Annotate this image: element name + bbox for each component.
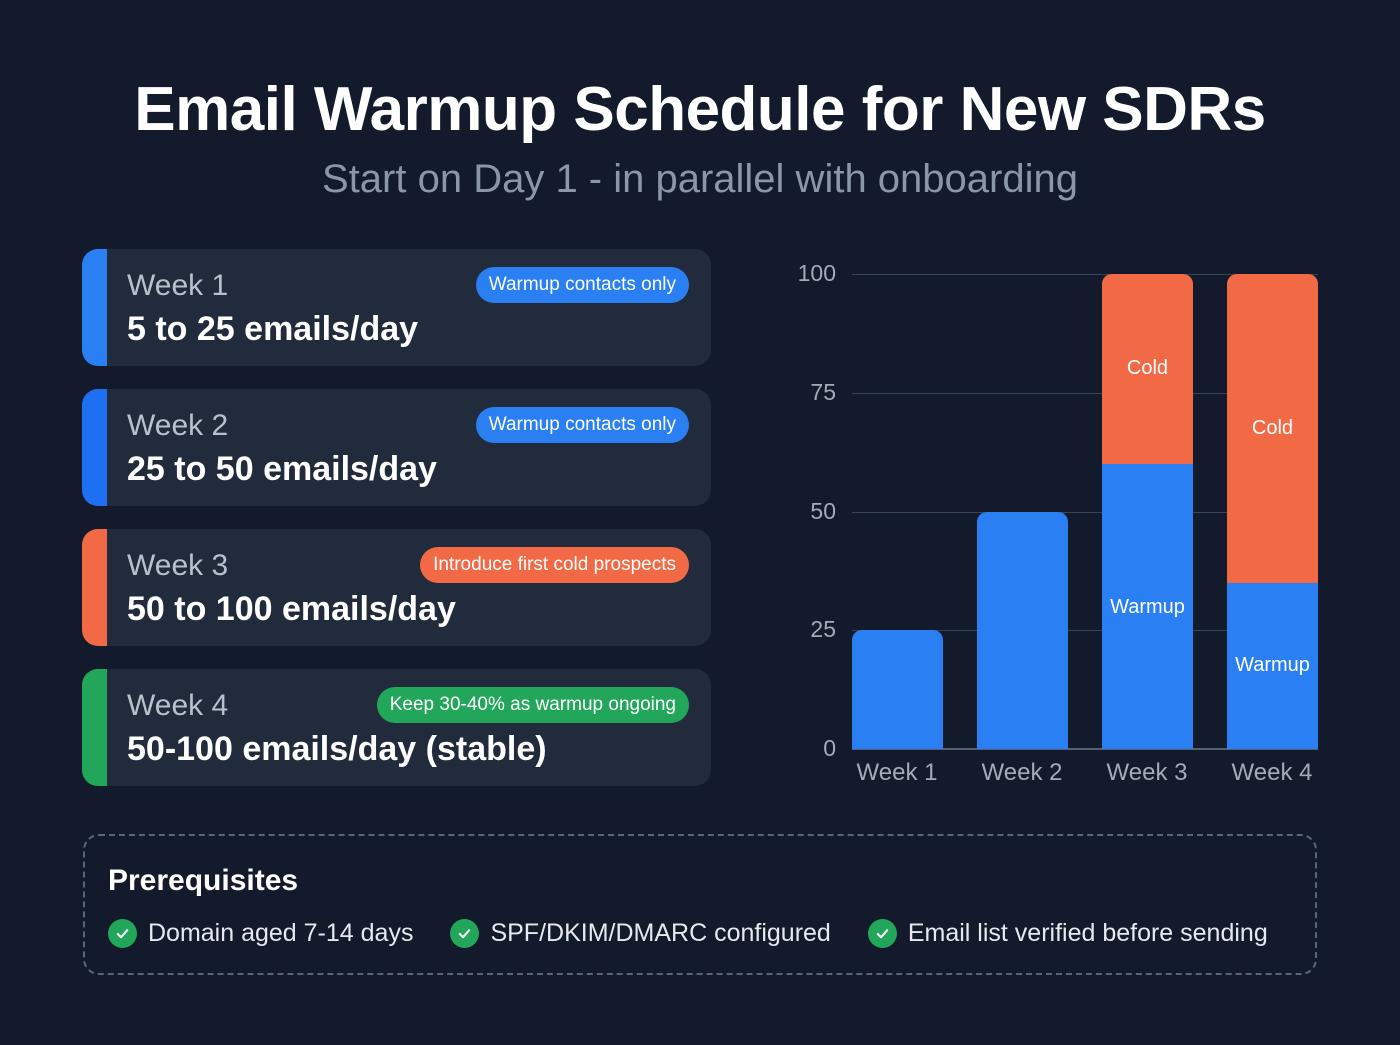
x-tick: Week 4: [1231, 759, 1313, 786]
y-tick: 25: [810, 616, 836, 642]
week-badge: Warmup contacts only: [475, 407, 689, 443]
y-tick: 100: [797, 260, 836, 286]
week-card-2: Week 2 25 to 50 emails/day Warmup contac…: [82, 389, 711, 506]
week-volume: 50-100 emails/day (stable): [127, 730, 547, 768]
bar-week-3: Cold Warmup: [1102, 274, 1193, 749]
bar-week-4: Cold Warmup: [1227, 274, 1318, 749]
week-label: Week 2: [127, 409, 229, 442]
prerequisite-item: Domain aged 7-14 days: [108, 919, 413, 948]
bar-segment-cold: Cold: [1102, 274, 1193, 464]
x-axis-baseline: [852, 748, 1318, 750]
accent-bar: [82, 249, 107, 366]
bar-week-1: [852, 630, 943, 749]
accent-bar: [82, 669, 107, 786]
gridline-75: [852, 393, 1318, 394]
check-circle-icon: [867, 919, 897, 948]
bar-week-2: [977, 512, 1068, 749]
segment-label-warmup: Warmup: [1110, 596, 1185, 618]
prerequisite-item: SPF/DKIM/DMARC configured: [450, 919, 831, 948]
bar-segment-warmup: Warmup: [1102, 464, 1193, 749]
week-volume: 50 to 100 emails/day: [127, 590, 456, 628]
y-tick: 0: [823, 735, 836, 761]
week-card-3: Week 3 50 to 100 emails/day Introduce fi…: [82, 529, 711, 646]
prerequisite-text: Domain aged 7-14 days: [148, 919, 414, 947]
bar-segment-warmup: [852, 630, 943, 749]
segment-label-warmup: Warmup: [1235, 654, 1310, 676]
week-badge: Keep 30-40% as warmup ongoing: [376, 687, 689, 723]
prerequisites-box: Prerequisites Domain aged 7-14 days SPF/…: [83, 834, 1317, 975]
week-volume: 5 to 25 emails/day: [127, 310, 419, 348]
check-circle-icon: [108, 919, 137, 948]
prerequisites-list: Domain aged 7-14 days SPF/DKIM/DMARC con…: [108, 919, 1305, 948]
accent-bar: [82, 529, 107, 646]
check-circle-icon: [450, 919, 480, 948]
bar-segment-warmup: Warmup: [1227, 583, 1318, 749]
prerequisites-title: Prerequisites: [108, 864, 299, 897]
accent-bar: [82, 389, 107, 506]
week-badge: Warmup contacts only: [475, 267, 689, 303]
page-subtitle: Start on Day 1 - in parallel with onboar…: [322, 157, 1078, 201]
segment-label-cold: Cold: [1126, 357, 1169, 379]
x-tick: Week 1: [856, 759, 938, 786]
week-volume: 25 to 50 emails/day: [127, 450, 437, 488]
y-tick: 50: [810, 498, 836, 524]
x-tick: Week 3: [1106, 759, 1188, 786]
bar-segment-cold: Cold: [1227, 274, 1318, 583]
segment-label-cold: Cold: [1251, 417, 1294, 439]
prerequisite-text: Email list verified before sending: [907, 919, 1268, 947]
week-label: Week 1: [127, 269, 229, 302]
week-label: Week 4: [127, 689, 229, 722]
gridline-100: [852, 274, 1318, 275]
week-card-4: Week 4 50-100 emails/day (stable) Keep 3…: [82, 669, 711, 786]
week-label: Week 3: [127, 549, 229, 582]
prerequisite-text: SPF/DKIM/DMARC configured: [490, 919, 831, 947]
warmup-volume-chart: 100 75 50 25 0 Cold Warmup Cold Warmup W…: [780, 250, 1340, 810]
bar-segment-warmup: [977, 512, 1068, 749]
page-title: Email Warmup Schedule for New SDRs: [134, 75, 1266, 144]
prerequisite-item: Email list verified before sending: [867, 919, 1268, 948]
x-tick: Week 2: [981, 759, 1063, 786]
gridline-50: [852, 512, 1318, 513]
week-card-1: Week 1 5 to 25 emails/day Warmup contact…: [82, 249, 711, 366]
y-tick: 75: [810, 379, 836, 405]
gridline-25: [852, 630, 1318, 631]
week-badge: Introduce first cold prospects: [420, 547, 689, 583]
week-cards: Week 1 5 to 25 emails/day Warmup contact…: [82, 249, 711, 809]
